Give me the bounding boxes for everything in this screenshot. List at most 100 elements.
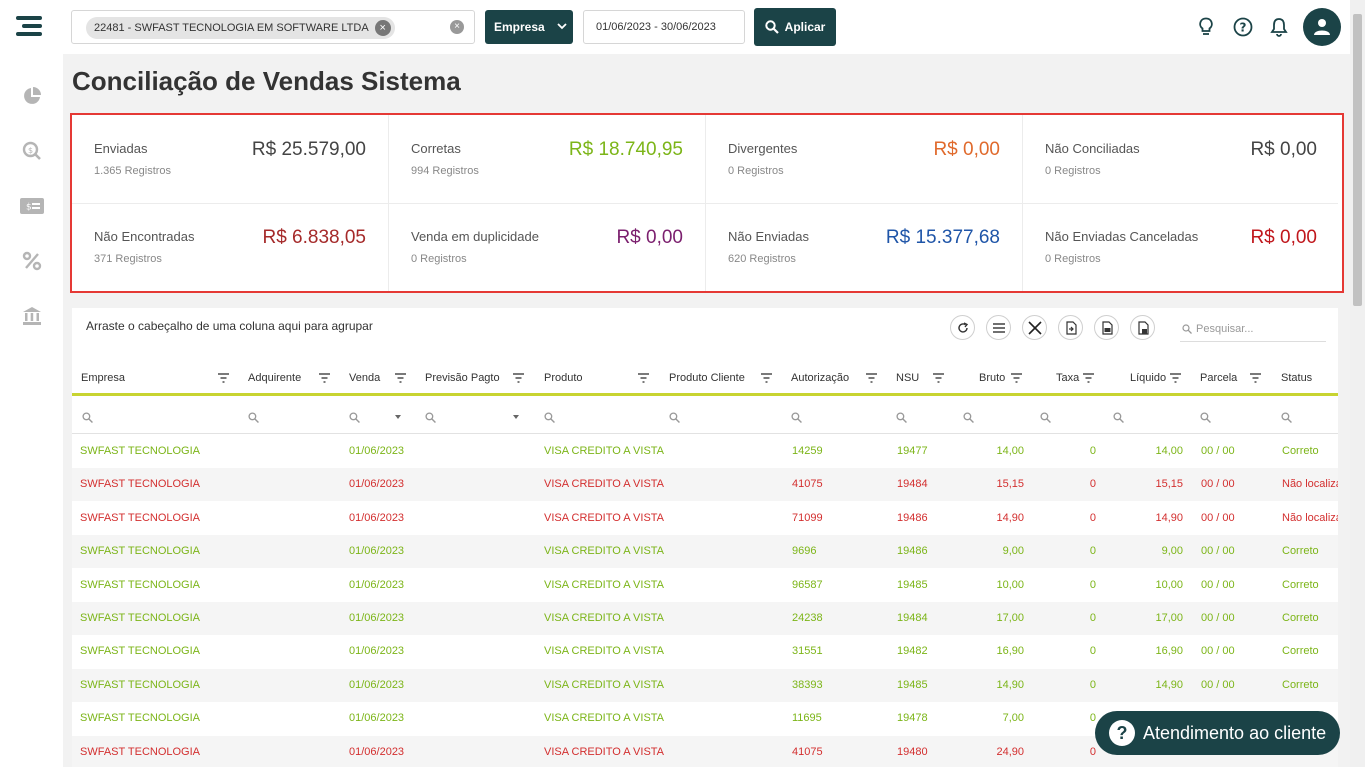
filter-search-icon[interactable] xyxy=(791,412,802,423)
filter-search-icon[interactable] xyxy=(963,412,974,423)
table-row[interactable]: SWFAST TECNOLOGIA 01/06/2023 VISA CREDITO … xyxy=(72,468,1338,502)
table-row[interactable]: SWFAST TECNOLOGIA 01/06/2023 VISA CREDITO … xyxy=(72,602,1338,635)
cell-venda: 01/06/2023 xyxy=(349,645,405,658)
column-header-liquido[interactable]: Líquido xyxy=(1130,372,1167,384)
payment-card-icon[interactable]: $ xyxy=(20,194,44,218)
remove-chip-icon[interactable]: × xyxy=(374,20,391,36)
bell-icon[interactable] xyxy=(1269,17,1289,37)
filter-search-icon[interactable] xyxy=(248,412,259,423)
column-header-nsu[interactable]: NSU xyxy=(896,372,920,384)
scroll-thumb[interactable] xyxy=(1353,14,1362,306)
filter-search-icon[interactable] xyxy=(425,412,436,423)
empresa-dropdown[interactable]: Empresa xyxy=(485,10,573,44)
filter-icon[interactable] xyxy=(933,373,944,383)
column-header-previsao-pagto[interactable]: Previsão Pagto xyxy=(425,372,500,384)
summary-card-nao-encontradas[interactable]: Não Encontradas 371 Registros R$ 6.838,0… xyxy=(72,203,388,290)
caret-down-icon[interactable] xyxy=(513,415,519,419)
user-avatar[interactable] xyxy=(1303,8,1341,46)
caret-down-icon[interactable] xyxy=(395,415,401,419)
group-panel-hint[interactable]: Arraste o cabeçalho de uma coluna aqui p… xyxy=(86,319,373,333)
filter-icon[interactable] xyxy=(1083,373,1094,383)
help-circle-icon[interactable]: ? xyxy=(1233,17,1253,37)
column-header-empresa[interactable]: Empresa xyxy=(81,372,126,384)
summary-card-divergentes[interactable]: Divergentes 0 Registros R$ 0,00 xyxy=(706,115,1022,202)
column-header-bruto[interactable]: Bruto xyxy=(979,372,1006,384)
search-icon xyxy=(1182,324,1192,334)
filter-icon[interactable] xyxy=(218,373,229,383)
filter-icon[interactable] xyxy=(1170,373,1181,383)
export-icon[interactable] xyxy=(1058,315,1083,340)
filter-search-icon[interactable] xyxy=(1200,412,1211,423)
filter-search-icon[interactable] xyxy=(1281,412,1292,423)
bank-icon[interactable] xyxy=(20,304,44,328)
column-header-venda[interactable]: Venda xyxy=(349,372,381,384)
grid-search-input[interactable]: Pesquisar... xyxy=(1180,316,1326,342)
export-excel-icon[interactable] xyxy=(1130,315,1155,340)
filter-search-icon[interactable] xyxy=(349,412,360,423)
table-row[interactable]: SWFAST TECNOLOGIA 01/06/2023 VISA CREDITO … xyxy=(72,702,1338,735)
filter-search-icon[interactable] xyxy=(1113,412,1124,423)
filter-icon[interactable] xyxy=(638,373,649,383)
table-row[interactable]: SWFAST TECNOLOGIA 01/06/2023 VISA CREDITO … xyxy=(72,535,1338,569)
cell-status: Correto xyxy=(1282,678,1319,691)
filter-search-icon[interactable] xyxy=(544,412,555,423)
column-header-taxa[interactable]: Taxa xyxy=(1056,372,1080,384)
summary-card-enviadas[interactable]: Enviadas 1.365 Registros R$ 25.579,00 xyxy=(72,115,388,202)
search-money-icon[interactable]: $ xyxy=(20,139,44,163)
filter-icon[interactable] xyxy=(319,373,330,383)
summary-card-duplicidade[interactable]: Venda em duplicidade 0 Registros R$ 0,00 xyxy=(389,203,705,290)
column-header-status[interactable]: Status xyxy=(1281,372,1313,384)
page-scrollbar[interactable] xyxy=(1350,0,1365,767)
cell-empresa: SWFAST TECNOLOGIA xyxy=(80,578,201,591)
column-header-parcela[interactable]: Parcela xyxy=(1200,372,1238,384)
clear-filter-icon[interactable] xyxy=(1022,315,1047,340)
table-row[interactable]: SWFAST TECNOLOGIA 01/06/2023 VISA CREDITO … xyxy=(72,635,1338,668)
filter-icon[interactable] xyxy=(395,373,406,383)
summary-card-nao-enviadas-canceladas[interactable]: Não Enviadas Canceladas 0 Registros R$ 0… xyxy=(1023,203,1339,290)
filter-search-icon[interactable] xyxy=(896,412,907,423)
cell-autorizacao: 11695 xyxy=(792,712,822,725)
menu-logo-icon[interactable] xyxy=(16,16,44,38)
company-select[interactable]: 22481 - SWFAST TECNOLOGIA EM SOFTWARE LT… xyxy=(71,10,475,44)
filter-icon[interactable] xyxy=(1011,373,1022,383)
column-header-produto-cliente[interactable]: Produto Cliente xyxy=(669,372,745,384)
card-label: Não Enviadas xyxy=(728,229,809,244)
clear-selection-icon[interactable]: × xyxy=(450,20,464,34)
filter-icon[interactable] xyxy=(761,373,772,383)
percent-icon[interactable] xyxy=(20,249,44,273)
filter-icon[interactable] xyxy=(1250,373,1261,383)
summary-card-nao-enviadas[interactable]: Não Enviadas 620 Registros R$ 15.377,68 xyxy=(706,203,1022,290)
cell-bruto: 16,90 xyxy=(996,645,1024,658)
table-row[interactable]: SWFAST TECNOLOGIA 01/06/2023 VISA CREDITO … xyxy=(72,569,1338,602)
cell-bruto: 14,90 xyxy=(996,511,1024,524)
customer-support-button[interactable]: ? Atendimento ao cliente xyxy=(1095,711,1340,755)
table-row[interactable]: SWFAST TECNOLOGIA 01/06/2023 VISA CREDITO … xyxy=(72,668,1338,702)
date-range-input[interactable]: 01/06/2023 - 30/06/2023 xyxy=(583,10,745,44)
cell-produto: VISA CREDITO A VISTA xyxy=(544,578,665,591)
filter-icon[interactable] xyxy=(513,373,524,383)
lightbulb-icon[interactable] xyxy=(1196,17,1216,37)
column-header-adquirente[interactable]: Adquirente xyxy=(248,372,302,384)
filter-search-icon[interactable] xyxy=(82,412,93,423)
summary-card-nao-conciliadas[interactable]: Não Conciliadas 0 Registros R$ 0,00 xyxy=(1023,115,1339,202)
cell-nsu: 19485 xyxy=(897,678,928,691)
filter-search-icon[interactable] xyxy=(1040,412,1051,423)
cell-venda: 01/06/2023 xyxy=(349,745,405,758)
apply-button[interactable]: Aplicar xyxy=(754,8,836,46)
card-registros: 620 Registros xyxy=(728,253,796,265)
filter-icon[interactable] xyxy=(866,373,877,383)
table-row[interactable]: SWFAST TECNOLOGIA 01/06/2023 VISA CREDITO … xyxy=(72,502,1338,535)
table-row[interactable]: SWFAST TECNOLOGIA 01/06/2023 VISA CREDITO … xyxy=(72,435,1338,468)
columns-icon[interactable] xyxy=(986,315,1011,340)
refresh-icon[interactable] xyxy=(950,315,975,340)
summary-card-corretas[interactable]: Corretas 994 Registros R$ 18.740,95 xyxy=(389,115,705,202)
filter-search-icon[interactable] xyxy=(669,412,680,423)
column-header-autorizacao[interactable]: Autorização xyxy=(791,372,850,384)
column-header-produto[interactable]: Produto xyxy=(544,372,583,384)
pie-chart-icon[interactable] xyxy=(20,84,44,108)
cell-venda: 01/06/2023 xyxy=(349,545,405,558)
cell-taxa: 0 xyxy=(1089,745,1096,758)
summary-panel: Enviadas 1.365 Registros R$ 25.579,00 Co… xyxy=(70,113,1344,293)
export-pdf-icon[interactable] xyxy=(1094,315,1119,340)
cell-taxa: 0 xyxy=(1089,712,1096,725)
